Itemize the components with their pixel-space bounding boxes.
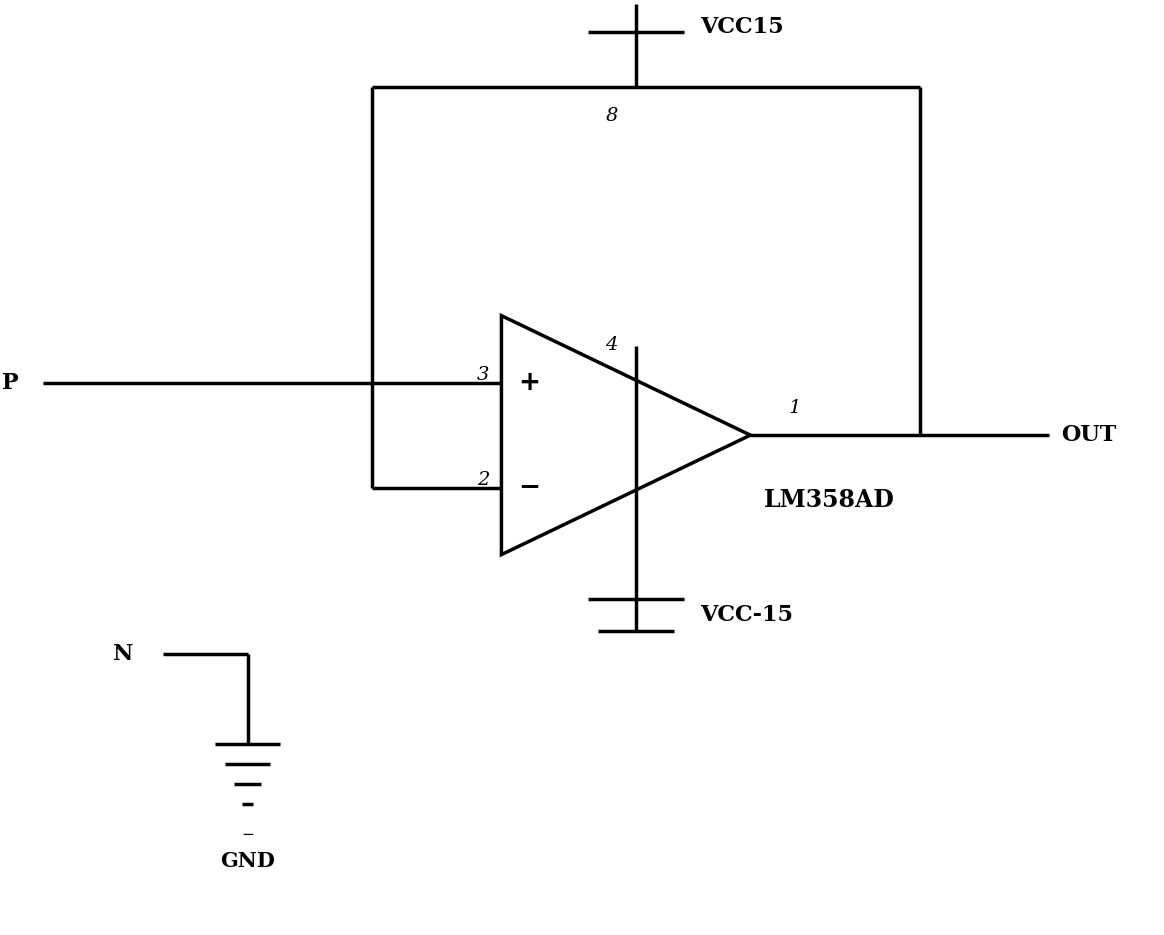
- Text: −: −: [241, 828, 254, 842]
- Text: P: P: [2, 371, 19, 394]
- Text: GND: GND: [220, 852, 275, 871]
- Text: −: −: [518, 475, 540, 501]
- Text: 4: 4: [605, 336, 618, 353]
- Text: 1: 1: [789, 399, 801, 417]
- Text: 8: 8: [605, 107, 618, 124]
- Text: VCC15: VCC15: [701, 16, 785, 38]
- Text: LM358AD: LM358AD: [764, 488, 895, 511]
- Text: VCC-15: VCC-15: [701, 604, 794, 626]
- Text: OUT: OUT: [1062, 424, 1116, 446]
- Text: 3: 3: [477, 366, 490, 383]
- Text: 2: 2: [477, 470, 490, 489]
- Text: +: +: [518, 369, 540, 396]
- Text: N: N: [113, 643, 133, 665]
